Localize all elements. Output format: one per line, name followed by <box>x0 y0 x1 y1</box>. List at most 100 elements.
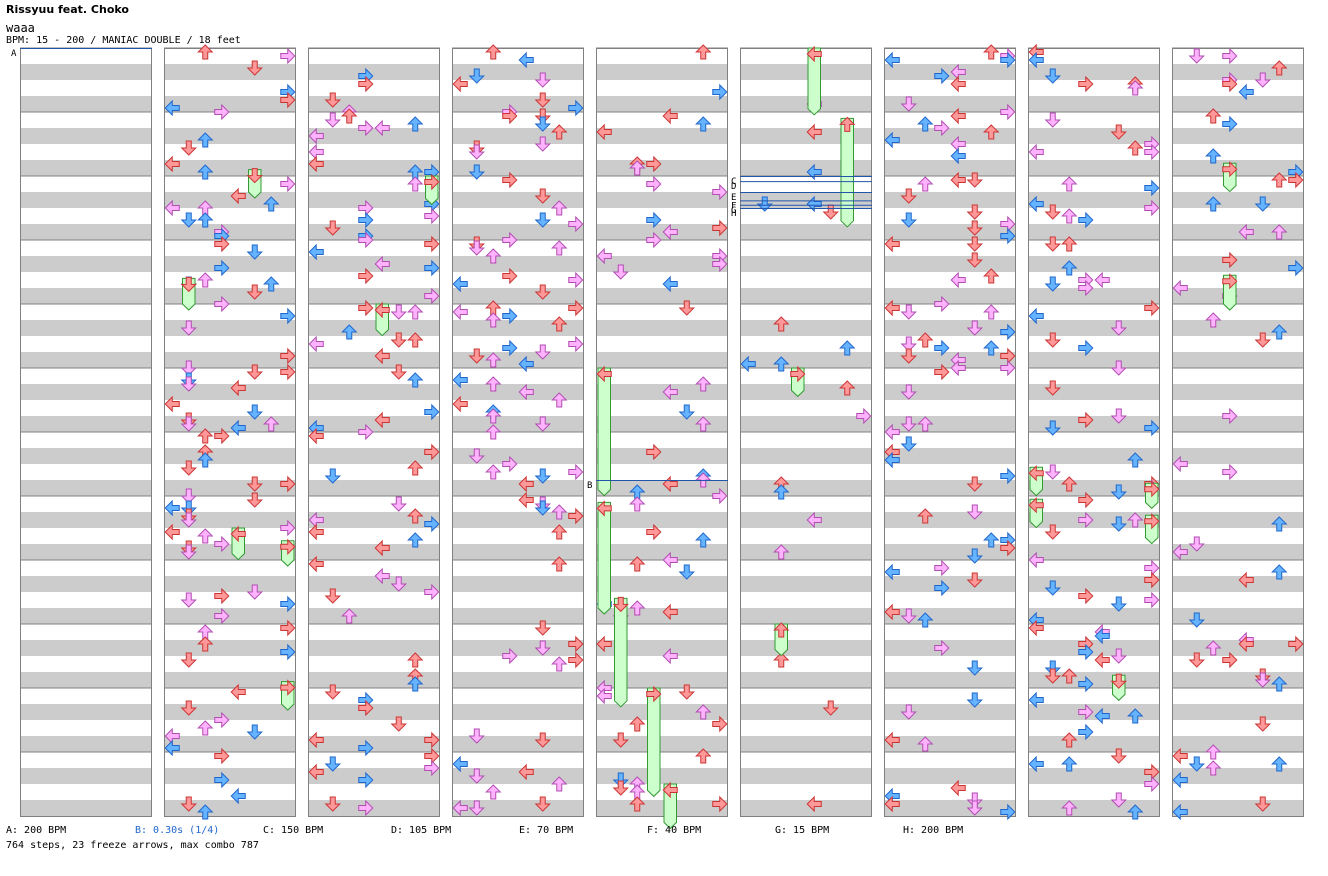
step-arrow <box>1271 516 1288 532</box>
step-arrow <box>246 724 263 740</box>
step-arrow <box>197 428 214 444</box>
beat-band <box>740 512 872 528</box>
step-arrow <box>341 608 358 624</box>
step-arrow <box>1028 551 1044 569</box>
column-frame <box>1028 48 1160 817</box>
step-arrow <box>934 559 950 577</box>
beat-band <box>1028 288 1160 304</box>
beat-band <box>308 96 440 112</box>
beat-band <box>596 480 728 496</box>
freeze-arrow <box>597 367 611 497</box>
step-arrow <box>280 643 296 661</box>
beat-band <box>740 576 872 592</box>
step-arrow <box>966 800 983 816</box>
beat-band <box>884 448 1016 464</box>
step-arrow <box>246 476 263 492</box>
beat-band <box>452 544 584 560</box>
beat-band <box>596 512 728 528</box>
beat-band <box>596 256 728 272</box>
speed-change-label: H <box>731 209 736 219</box>
beat-band <box>164 384 296 400</box>
beat-band <box>20 800 152 816</box>
step-arrow <box>534 116 551 132</box>
step-arrow <box>1205 148 1222 164</box>
step-arrow <box>197 212 214 228</box>
step-arrow <box>230 787 246 805</box>
beat-band <box>164 160 296 176</box>
step-arrow <box>678 404 695 420</box>
step-arrow <box>662 551 678 569</box>
column-frame <box>308 48 440 817</box>
step-arrow <box>180 700 197 716</box>
step-arrow <box>180 276 197 293</box>
step-arrow <box>646 231 662 249</box>
step-arrow <box>164 499 180 517</box>
step-arrow <box>358 739 374 757</box>
step-arrow <box>164 199 180 217</box>
beat-band <box>308 736 440 752</box>
step-arrow <box>534 640 551 656</box>
step-arrow <box>740 355 756 373</box>
beat-band <box>740 224 872 240</box>
step-arrow <box>1028 307 1044 325</box>
step-arrow <box>308 731 324 749</box>
step-arrow <box>1110 516 1127 532</box>
step-arrow <box>180 544 197 560</box>
step-arrow <box>966 220 983 236</box>
step-arrow <box>983 532 1000 548</box>
beat-band <box>452 256 584 272</box>
beat-band <box>1172 352 1304 368</box>
step-arrow <box>900 704 917 720</box>
step-arrow <box>900 96 917 112</box>
step-arrow <box>180 488 197 504</box>
step-arrow <box>164 155 180 173</box>
step-arrow <box>1110 320 1127 336</box>
beat-band <box>452 320 584 336</box>
step-arrow <box>214 771 230 789</box>
beat-band <box>1172 704 1304 720</box>
beat-band <box>308 480 440 496</box>
beat-band <box>20 736 152 752</box>
beat-band <box>884 576 1016 592</box>
column-frame <box>452 48 584 817</box>
step-arrow <box>568 651 584 669</box>
step-arrow <box>900 608 917 624</box>
step-arrow <box>983 268 1000 284</box>
step-arrow <box>230 683 246 701</box>
step-arrow <box>596 123 612 141</box>
step-arrow <box>180 140 197 156</box>
step-arrow <box>1110 596 1127 612</box>
step-arrow <box>407 116 424 132</box>
step-arrow <box>374 347 390 365</box>
step-arrow <box>917 416 934 432</box>
step-arrow <box>485 44 502 60</box>
step-arrow <box>596 365 612 383</box>
beat-band <box>452 640 584 656</box>
beat-band <box>308 128 440 144</box>
step-arrow <box>1271 172 1288 188</box>
beat-band <box>452 224 584 240</box>
beat-band <box>164 288 296 304</box>
beat-band <box>740 672 872 688</box>
step-arrow <box>1127 80 1144 96</box>
step-arrow <box>246 244 263 260</box>
step-arrow <box>452 755 468 773</box>
beat-band <box>1028 320 1160 336</box>
step-arrow <box>424 759 440 777</box>
beat-band <box>308 672 440 688</box>
step-arrow <box>1061 476 1078 492</box>
step-arrow <box>1205 312 1222 328</box>
step-arrow <box>1188 536 1205 552</box>
beat-band <box>1028 640 1160 656</box>
step-arrow <box>280 679 296 696</box>
step-arrow <box>1094 651 1110 669</box>
beat-band <box>1028 416 1160 432</box>
step-arrow <box>1271 676 1288 692</box>
step-arrow <box>452 303 468 321</box>
beat-band <box>164 320 296 336</box>
beat-band <box>740 448 872 464</box>
step-arrow <box>246 404 263 420</box>
step-arrow <box>551 504 568 520</box>
step-arrow <box>1078 491 1094 509</box>
step-arrow <box>1061 668 1078 684</box>
